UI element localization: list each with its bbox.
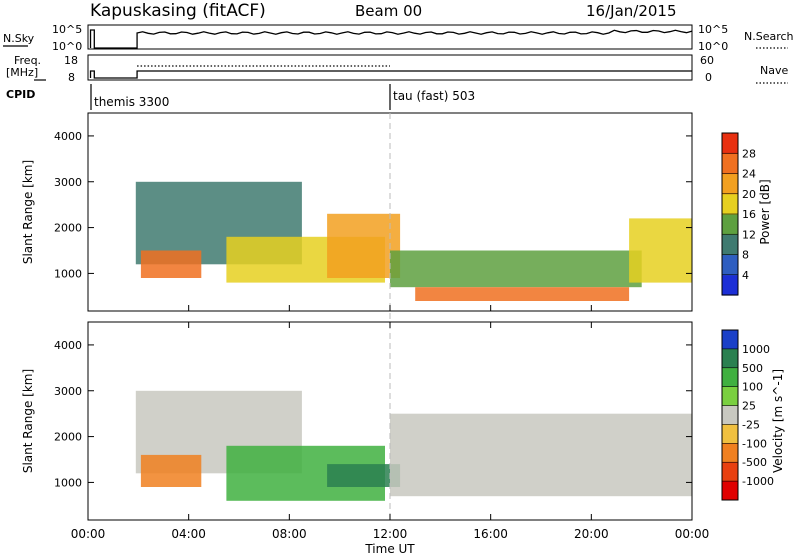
cbar-label-4: -25: [742, 418, 760, 431]
cbar-label-0: 4: [742, 269, 749, 282]
velocity-ylabel: Slant Range [km]: [21, 369, 35, 473]
heatmap-region-4: [390, 250, 642, 288]
cbar-swatch-3: [722, 214, 738, 235]
heatmap-region-3: [327, 464, 401, 487]
nave-tick-top: 60: [700, 54, 714, 67]
cpid-row: CPID themis 3300 tau (fast) 503: [6, 84, 475, 110]
velocity-colorbar-label: Velocity [m s^-1]: [771, 369, 785, 473]
nave-tick-bottom: 0: [705, 71, 712, 84]
cbar-swatch-7: [722, 462, 738, 482]
ytick-label-4000: 4000: [54, 130, 82, 143]
cbar-swatch-0: [722, 274, 738, 296]
x-axis-label: Time UT: [364, 542, 415, 554]
cbar-label-5: 24: [742, 168, 756, 181]
station-title: Kapuskasing (fitACF): [90, 1, 266, 21]
heatmap-region-1: [140, 250, 202, 278]
nsearch-label: N.Search: [744, 30, 794, 43]
cpid-segment-0: themis 3300: [94, 95, 169, 109]
heatmap-region-6: [629, 218, 692, 283]
velocity-heatmap-data: [135, 390, 692, 501]
nsky-trace: [89, 29, 693, 49]
cpid-segment-1: tau (fast) 503: [393, 89, 475, 103]
nsky-tick-bottom: 10^0: [52, 40, 82, 53]
cbar-swatch-2: [722, 234, 738, 256]
date-title: 16/Jan/2015: [586, 2, 677, 20]
freq-label-2: [MHz]: [6, 66, 38, 79]
heatmap-region-5: [415, 287, 630, 301]
freq-label-1: Freq.: [14, 54, 41, 67]
cbar-label-2: 100: [742, 381, 763, 394]
ytick-label-4000: 4000: [54, 339, 82, 352]
power-heatmap-panel: 1000 2000 3000 4000 Slant Range [km]: [21, 112, 693, 312]
cbar-label-3: 16: [742, 208, 756, 221]
nsky-panel: N.Sky 10^5 10^0 10^5 10^0 N.Search: [3, 23, 794, 53]
cbar-label-0: 1000: [742, 343, 770, 356]
cpid-label: CPID: [6, 88, 35, 101]
nsky-tick-top: 10^5: [52, 23, 82, 36]
beam-title: Beam 00: [355, 2, 422, 20]
cbar-swatch-2: [722, 367, 738, 388]
cbar-swatch-1: [722, 254, 738, 276]
nsky-label: N.Sky: [3, 32, 35, 45]
heatmap-region-3: [327, 213, 401, 278]
ytick-label-3000: 3000: [54, 176, 82, 189]
cbar-swatch-3: [722, 386, 738, 407]
cbar-label-4: 20: [742, 188, 756, 201]
ytick-label-1000: 1000: [54, 267, 82, 280]
cbar-swatch-0: [722, 330, 738, 350]
heatmap-region-4: [390, 413, 692, 497]
xtick-label-6: 00:00: [675, 527, 710, 541]
xtick-label-3: 12:00: [373, 527, 408, 541]
xtick-label-5: 20:00: [574, 527, 609, 541]
cbar-frame: [721, 329, 739, 501]
power-yticks: 1000 2000 3000 4000: [54, 130, 692, 280]
nsky-frame: [87, 24, 693, 50]
cbar-swatch-6: [722, 443, 738, 463]
freq-tick-bottom: 8: [68, 71, 75, 84]
cbar-label-6: -500: [742, 456, 767, 469]
ytick-label-1000: 1000: [54, 476, 82, 489]
cbar-label-1: 8: [742, 249, 749, 262]
power-colorbar: 4 8 12 16 20 24 28: [721, 132, 756, 296]
heatmap-region-1: [140, 454, 202, 487]
cbar-swatch-5: [722, 424, 738, 444]
cbar-label-6: 28: [742, 147, 756, 160]
freq-trace: [89, 70, 692, 79]
freq-panel: Freq. [MHz] 18 8 60 0 Nave: [6, 54, 788, 84]
ytick-label-3000: 3000: [54, 385, 82, 398]
power-heatmap-data: [135, 181, 692, 301]
freq-tick-top: 18: [64, 54, 78, 67]
cbar-swatch-7: [722, 133, 738, 154]
cbar-swatch-4: [722, 405, 738, 425]
cbar-swatch-1: [722, 348, 738, 369]
x-axis: 00:00 04:00 08:00 12:00 16:00 20:00 00:00: [71, 305, 710, 541]
xtick-label-2: 08:00: [272, 527, 307, 541]
cbar-label-1: 500: [742, 362, 763, 375]
ytick-label-2000: 2000: [54, 431, 82, 444]
cbar-label-5: -100: [742, 437, 767, 450]
cbar-label-7: -1000: [742, 475, 774, 488]
xtick-label-4: 16:00: [473, 527, 508, 541]
cbar-swatch-8: [722, 481, 738, 501]
ytick-label-2000: 2000: [54, 222, 82, 235]
nsearch-tick-top: 10^5: [698, 23, 728, 36]
velocity-colorbar: 1000 500 100 25 -25 -100 -500 -1000: [721, 329, 774, 501]
velocity-yticks: 1000 2000 3000 4000: [54, 339, 692, 489]
xtick-label-0: 00:00: [71, 527, 106, 541]
nsearch-tick-bottom: 10^0: [698, 40, 728, 53]
nave-label: Nave: [760, 64, 788, 77]
cbar-label-3: 25: [742, 400, 756, 413]
power-ylabel: Slant Range [km]: [21, 160, 35, 264]
cbar-swatch-5: [722, 173, 738, 195]
velocity-heatmap-panel: 1000 2000 3000 4000 Slant Range [km]: [21, 321, 693, 521]
xtick-label-1: 04:00: [171, 527, 206, 541]
freq-frame: [87, 54, 693, 81]
cbar-swatch-6: [722, 153, 738, 175]
power-colorbar-label: Power [dB]: [758, 179, 772, 244]
cbar-label-2: 12: [742, 228, 756, 241]
cbar-swatch-4: [722, 193, 738, 215]
